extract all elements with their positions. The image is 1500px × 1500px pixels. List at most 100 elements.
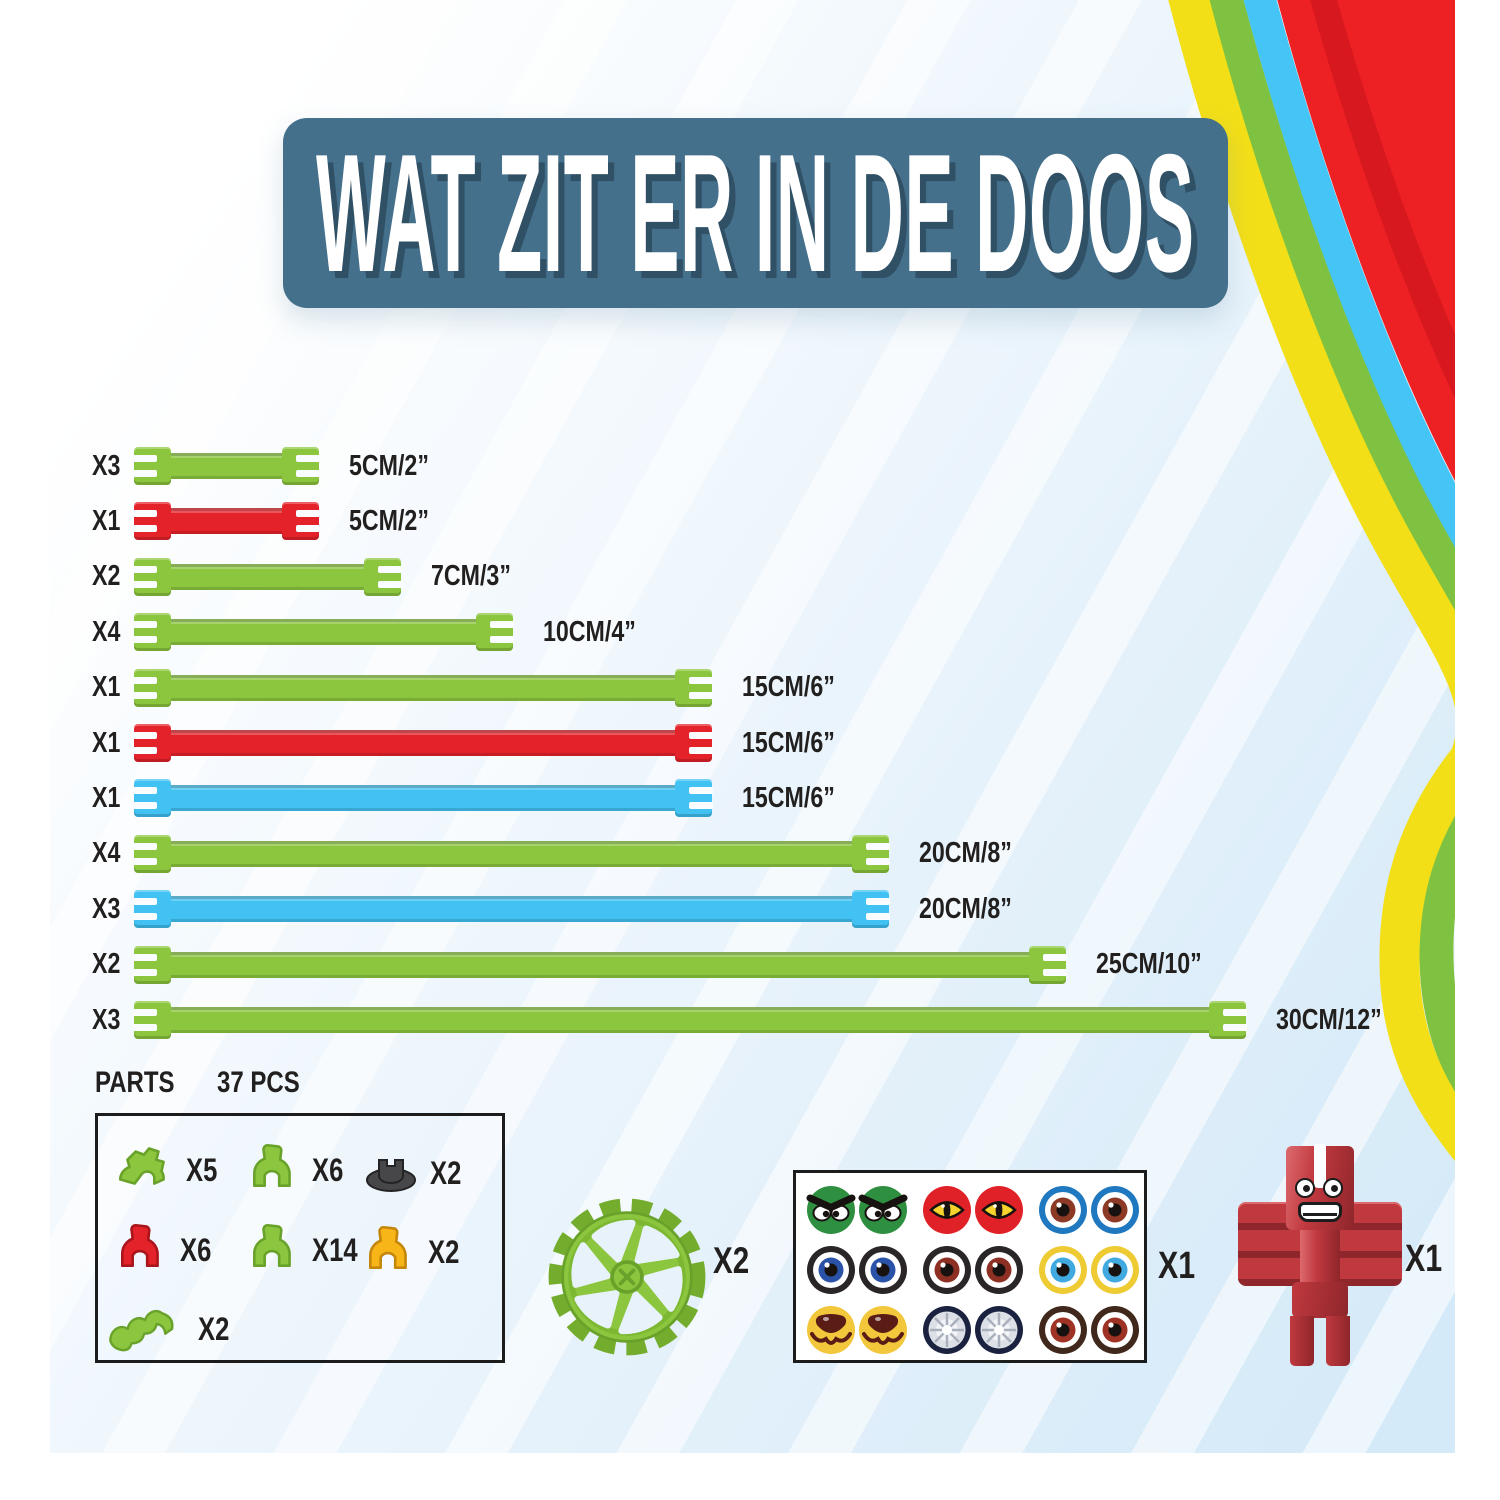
tube-qty-label: X1 [92,781,121,814]
tube-right-cap [675,779,713,818]
part-qty-label: X2 [428,1233,460,1270]
tube-left-cap [133,890,171,929]
tube-bar [171,896,852,923]
tube-right-cap [364,557,402,596]
part-qty-label: X6 [180,1231,212,1268]
clip-part-icon [114,1218,170,1282]
tube-right-cap [1029,945,1067,984]
base-part-icon [362,1144,420,1202]
clip-part-icon [246,1138,302,1202]
tube-size-label: 5CM/2” [349,449,429,482]
tube-graphic [133,1001,1247,1039]
tube-row: X1 15CM/6” [92,724,858,762]
tube-left-cap [133,613,171,652]
ring-eye-sticker [1038,1245,1088,1295]
part-qty-label: X2 [430,1154,462,1191]
tube-qty-label: X1 [92,504,121,537]
tube-row: X3 30CM/12” [92,1001,1408,1039]
parts-box: X5 X6 X2 X6 X14 X2 X2 [95,1113,505,1363]
tube-right-cap [852,890,890,929]
tube-left-cap [133,502,171,541]
figure-leg-left [1290,1316,1314,1366]
tube-size-label: 7CM/3” [431,560,511,593]
ring-eye-sticker [1090,1245,1140,1295]
parts-count-label: 37 PCS [216,1066,300,1099]
tube-right-cap [675,668,713,707]
figure-leg-right [1326,1316,1350,1366]
dog-eye-sticker [858,1305,908,1355]
tube-right-cap [675,724,713,762]
tube-left-cap [133,779,171,818]
cat-eye-sticker [974,1185,1024,1235]
connector-part-icon [114,1140,176,1200]
tube-bar [171,840,852,867]
tube-bar [171,730,675,756]
clip-part-icon [246,1218,302,1282]
tube-left-cap [133,945,171,984]
wave-part-icon [104,1298,188,1360]
page-title: WAT ZIT ER IN DE DOOS [316,119,1195,307]
figure-body [1300,1230,1340,1284]
tube-qty-label: X3 [92,892,121,925]
figure-eye-left [1295,1178,1315,1198]
ring-eye-sticker [922,1245,972,1295]
tube-row: X4 20CM/8” [92,834,1035,873]
tube-qty-label: X3 [92,1003,121,1036]
tube-bar [171,619,476,646]
tube-row: X2 7CM/3” [92,557,531,596]
part-item: X5 [114,1140,225,1200]
part-item: X6 [246,1138,351,1202]
figure-qty-label: X1 [1405,1238,1443,1280]
tube-right-cap [1209,1001,1247,1039]
tube-qty-label: X2 [92,560,121,593]
eye-sticker-sheet [793,1170,1147,1363]
part-qty-label: X5 [186,1151,218,1188]
tube-row: X1 15CM/6” [92,779,858,818]
tube-row: X2 25CM/10” [92,945,1228,984]
tube-left-cap [133,668,171,707]
part-qty-label: X2 [198,1310,230,1347]
figure-hip [1292,1282,1348,1318]
tube-row: X4 10CM/4” [92,613,659,652]
tube-size-label: 30CM/12” [1276,1003,1382,1036]
tube-size-label: 10CM/4” [543,615,636,648]
tube-graphic [133,724,713,762]
connector-figure-graphic [1238,1144,1402,1366]
tube-right-cap [476,613,514,652]
tube-size-label: 15CM/6” [742,781,835,814]
tube-right-cap [282,502,320,541]
ring-eye-sticker [858,1245,908,1295]
part-qty-label: X14 [312,1231,358,1268]
part-item: X14 [246,1218,369,1282]
tube-row: X1 5CM/2” [92,502,449,541]
title-banner: WAT ZIT ER IN DE DOOS [283,118,1228,308]
figure-mouth [1298,1202,1342,1222]
tube-row: X3 5CM/2” [92,447,449,485]
tube-graphic [133,502,320,541]
tube-size-label: 25CM/10” [1096,948,1202,981]
tube-qty-label: X4 [92,837,121,870]
part-item: X6 [114,1218,219,1282]
tube-graphic [133,945,1067,984]
tube-graphic [133,447,320,485]
part-item: X2 [362,1144,469,1202]
light-eye-sticker [922,1305,972,1355]
tube-bar [171,508,282,535]
tube-size-label: 5CM/2” [349,504,429,537]
part-item: X2 [362,1220,467,1284]
tube-bar [171,951,1029,978]
angry-eye-sticker [858,1185,908,1235]
tube-graphic [133,613,514,652]
wheel-qty-label: X2 [713,1240,750,1281]
parts-heading: PARTS 37 PCS [95,1066,320,1100]
part-qty-label: X6 [312,1151,344,1188]
tube-qty-label: X2 [92,948,121,981]
part-item: X2 [104,1298,237,1360]
tube-bar [171,453,282,479]
tube-right-cap [852,834,890,873]
tube-bar [171,785,675,812]
tube-right-cap [282,447,320,485]
tube-graphic [133,779,713,818]
angry-eye-sticker [806,1185,856,1235]
tube-left-cap [133,834,171,873]
